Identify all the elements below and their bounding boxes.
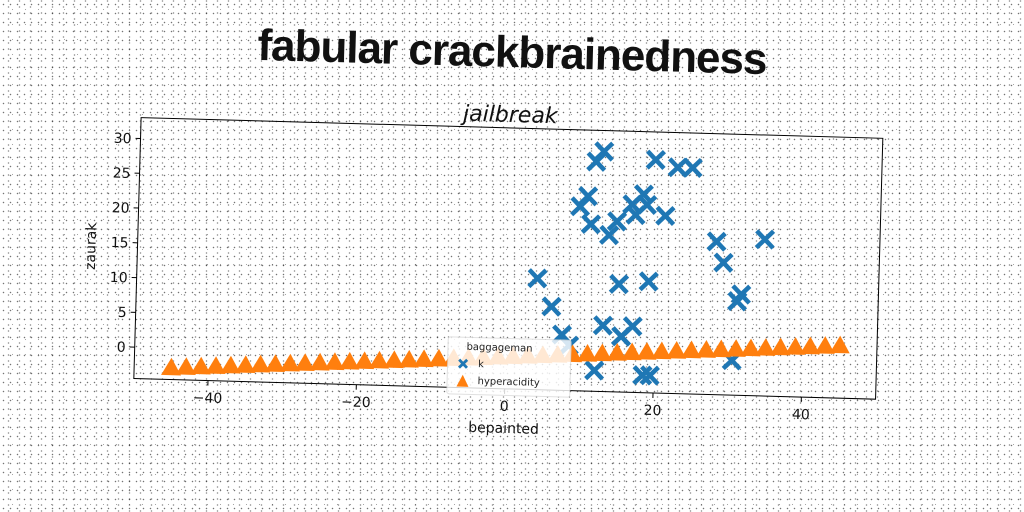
data-point-k xyxy=(638,271,659,292)
data-point-hyperacidity xyxy=(651,341,672,360)
data-point-hyperacidity xyxy=(710,339,731,358)
y-tick-label: 20 xyxy=(112,200,130,216)
data-point-hyperacidity xyxy=(265,354,286,373)
data-point-hyperacidity xyxy=(175,357,196,375)
x-tick-label: −40 xyxy=(193,390,223,407)
data-point-k xyxy=(713,252,734,273)
legend-entry-k: k xyxy=(456,357,484,372)
data-point-k xyxy=(577,186,599,207)
data-point-hyperacidity xyxy=(636,342,657,360)
data-point-hyperacidity xyxy=(339,351,360,370)
data-point-hyperacidity xyxy=(770,337,791,356)
data-point-hyperacidity xyxy=(755,338,776,356)
data-point-k xyxy=(667,157,689,178)
x-tick-label: 20 xyxy=(643,403,661,419)
y-axis-label: zaurak xyxy=(83,222,100,271)
data-point-k xyxy=(754,229,776,250)
data-point-k xyxy=(682,157,703,178)
series-k xyxy=(527,141,776,386)
data-point-hyperacidity xyxy=(279,353,300,372)
y-tick-label: 5 xyxy=(118,305,127,321)
data-point-k xyxy=(645,149,667,170)
data-point-hyperacidity xyxy=(428,348,449,367)
data-point-k xyxy=(639,365,660,386)
data-point-hyperacidity xyxy=(577,343,598,362)
data-point-hyperacidity xyxy=(785,337,806,355)
data-point-k xyxy=(606,211,628,232)
legend-entry-hyperacidity: hyperacidity xyxy=(455,374,540,390)
data-point-hyperacidity xyxy=(621,342,642,361)
y-tick-label: 10 xyxy=(110,270,128,286)
data-point-hyperacidity xyxy=(398,349,419,368)
data-point-k xyxy=(598,224,620,246)
x-tick-label: 0 xyxy=(499,399,508,415)
legend-x-marker-icon xyxy=(457,358,469,369)
data-point-hyperacidity xyxy=(235,355,256,374)
data-point-hyperacidity xyxy=(354,351,375,370)
legend-label-hyperacidity: hyperacidity xyxy=(477,375,540,389)
legend-triangle-marker-icon xyxy=(456,374,469,387)
y-tick-label: 25 xyxy=(112,165,130,181)
y-tick-label: 0 xyxy=(117,340,126,356)
data-point-hyperacidity xyxy=(725,339,746,357)
data-point-hyperacidity xyxy=(369,350,390,369)
data-point-hyperacidity xyxy=(205,356,226,374)
data-point-k xyxy=(655,205,676,226)
data-point-hyperacidity xyxy=(740,338,761,357)
chart-title: jailbreak xyxy=(460,101,560,129)
data-point-hyperacidity xyxy=(220,355,241,374)
x-tick-label: 40 xyxy=(792,407,810,423)
y-axis: 0 5 10 15 20 25 30 xyxy=(110,131,141,356)
data-point-hyperacidity xyxy=(591,343,612,362)
data-point-hyperacidity xyxy=(309,352,330,371)
y-tick-label: 30 xyxy=(113,131,131,147)
data-point-k xyxy=(541,296,562,317)
data-point-hyperacidity xyxy=(829,335,850,354)
data-point-hyperacidity xyxy=(814,336,835,354)
data-point-hyperacidity xyxy=(294,353,315,372)
data-point-hyperacidity xyxy=(250,354,271,373)
y-tick-label: 15 xyxy=(111,235,129,251)
data-point-k xyxy=(622,316,643,337)
x-tick-label: −20 xyxy=(341,394,371,411)
data-point-k xyxy=(593,141,615,162)
chart-legend: baggageman k hyperacidity xyxy=(446,336,572,398)
data-point-k xyxy=(527,268,548,289)
data-point-k xyxy=(636,194,658,216)
x-axis-label: bepainted xyxy=(468,420,539,438)
data-point-hyperacidity xyxy=(383,350,404,369)
data-point-hyperacidity xyxy=(190,356,211,375)
data-point-k xyxy=(730,284,752,305)
series-hyperacidity xyxy=(161,335,850,376)
legend-title: baggageman xyxy=(466,341,533,355)
legend-label-k: k xyxy=(477,358,485,370)
data-point-k xyxy=(584,360,605,381)
data-point-k xyxy=(706,231,727,252)
data-point-hyperacidity xyxy=(666,341,687,359)
data-point-hyperacidity xyxy=(413,349,434,368)
data-point-hyperacidity xyxy=(681,340,702,359)
data-point-k xyxy=(608,273,630,295)
data-point-hyperacidity xyxy=(161,357,182,376)
data-point-k xyxy=(592,315,614,336)
data-point-hyperacidity xyxy=(324,352,345,371)
data-point-hyperacidity xyxy=(695,340,716,358)
data-point-k xyxy=(580,213,602,235)
data-point-k xyxy=(633,184,654,205)
data-point-hyperacidity xyxy=(799,336,820,355)
data-point-hyperacidity xyxy=(606,342,627,361)
